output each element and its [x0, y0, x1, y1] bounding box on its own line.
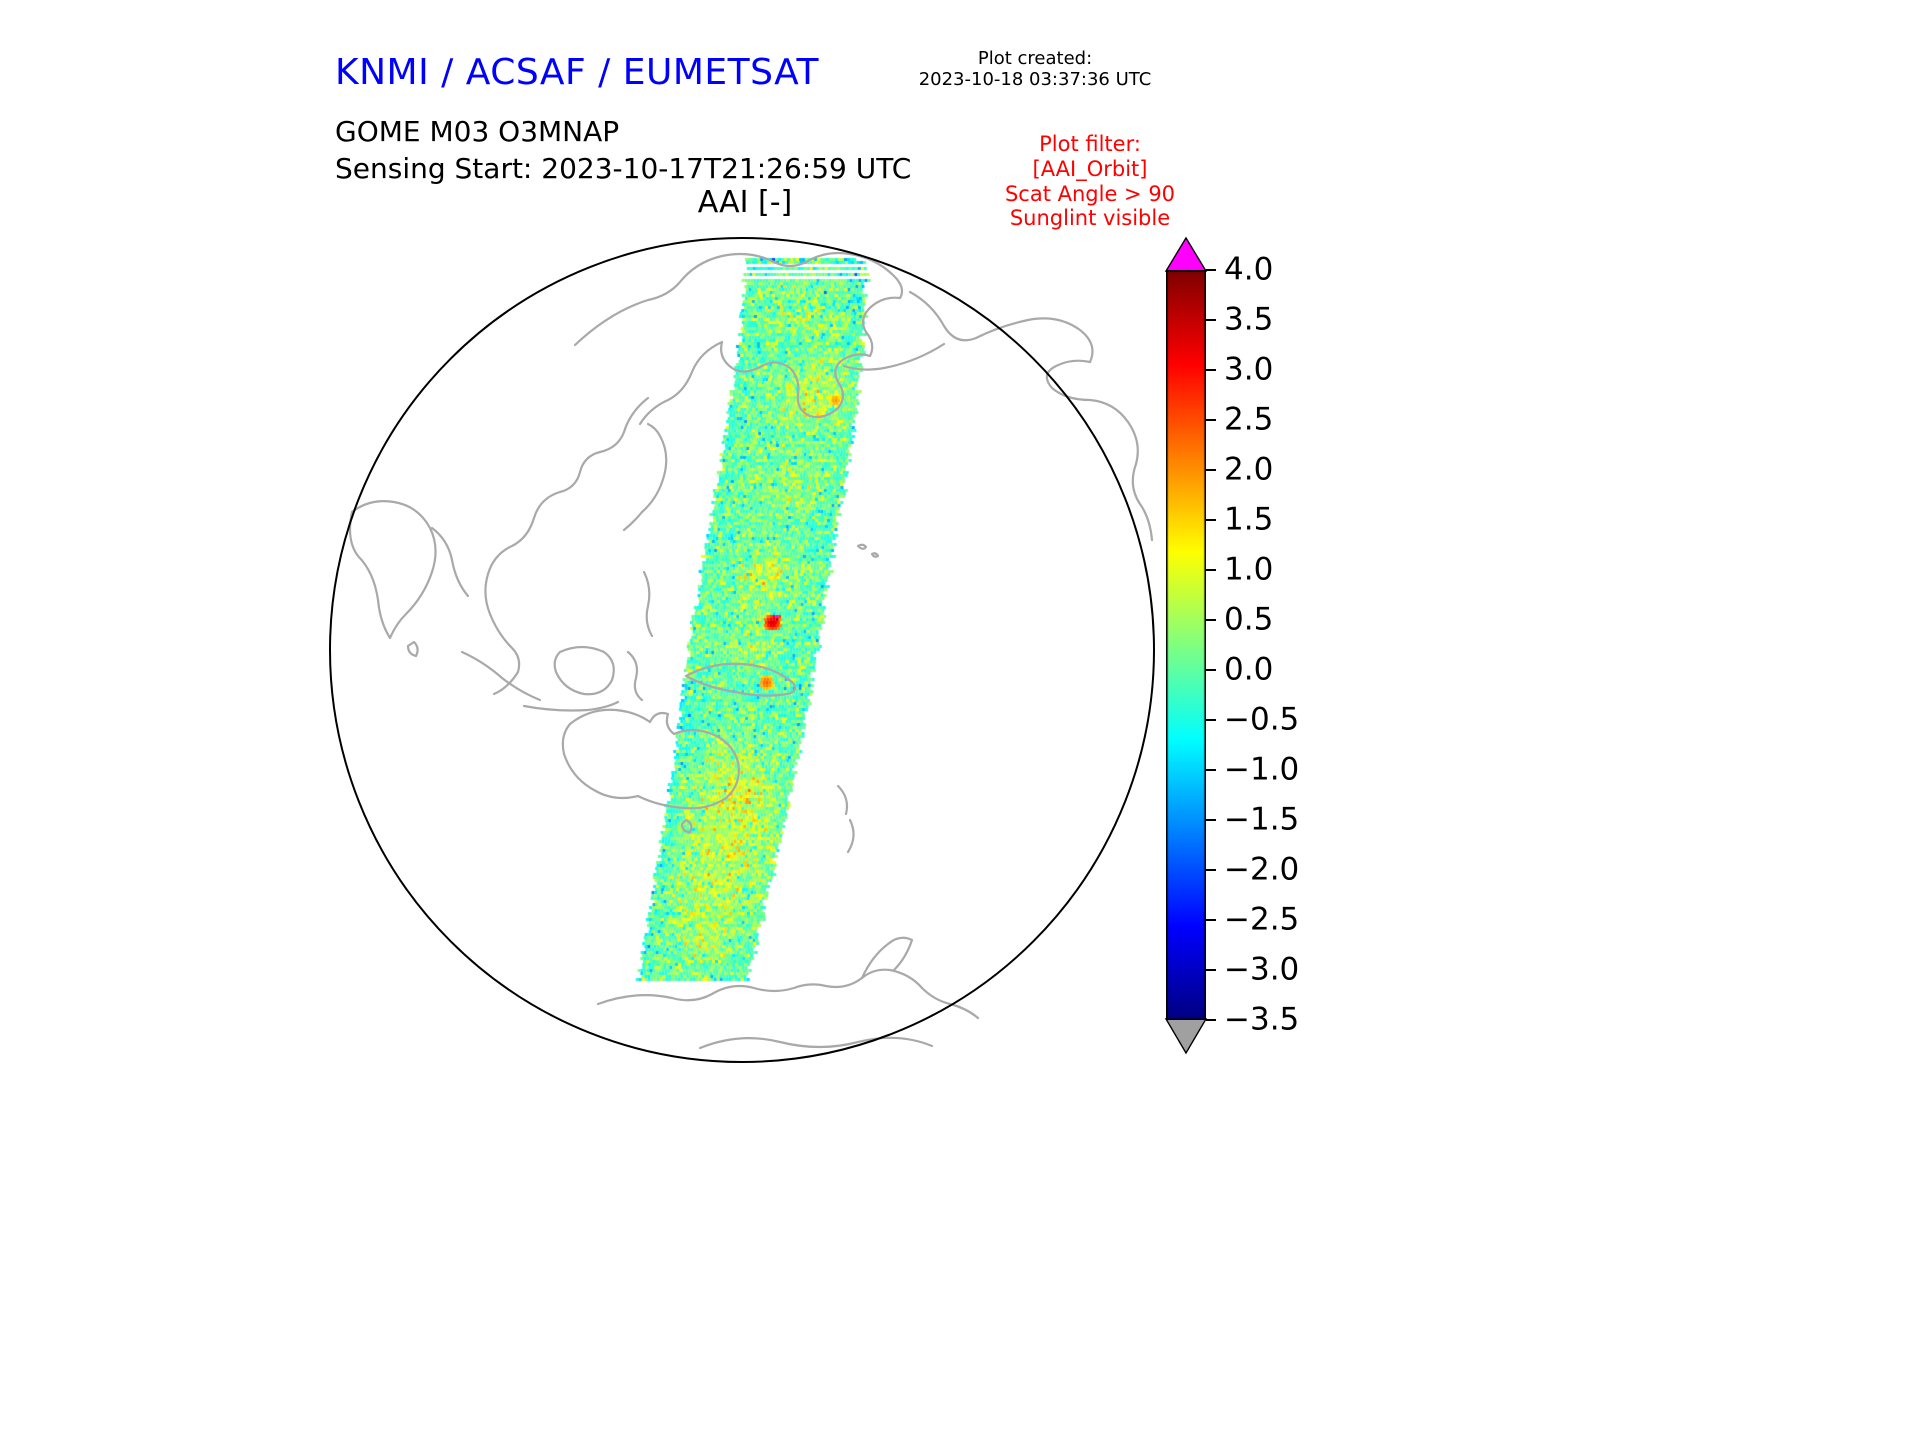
colorbar-tick-label: 1.5 — [1224, 501, 1274, 538]
colorbar-tick-label: 2.0 — [1224, 451, 1274, 488]
colorbar-tick-mark — [1206, 318, 1216, 322]
colorbar-tick-mark — [1206, 768, 1216, 772]
coastline — [684, 662, 797, 697]
colorbar-tick-label: −2.5 — [1224, 901, 1300, 938]
colorbar-tick-mark — [1206, 668, 1216, 672]
colorbar-tick-label: 3.0 — [1224, 351, 1274, 388]
plot-filter-line: Plot filter: — [1039, 132, 1141, 156]
sensing-start: Sensing Start: 2023-10-17T21:26:59 UTC — [335, 152, 912, 185]
colorbar-tick-mark — [1206, 618, 1216, 622]
colorbar-tick-label: −1.5 — [1224, 801, 1300, 838]
coastline — [856, 543, 880, 558]
coastline — [622, 422, 668, 532]
coastline — [836, 784, 855, 854]
colorbar-tick-mark — [1206, 268, 1216, 272]
plot-filter-block: Plot filter: [AAI_Orbit] Scat Angle > 90… — [985, 132, 1195, 231]
plot-created-label: Plot created: — [977, 48, 1093, 69]
colorbar-tick-label: −3.0 — [1224, 951, 1300, 988]
coastline — [842, 342, 946, 371]
plot-filter-line: Scat Angle > 90 — [1004, 181, 1176, 206]
colorbar-tick-label: 0.5 — [1224, 601, 1274, 638]
coastline — [638, 340, 840, 426]
coastline — [680, 818, 693, 834]
colorbar-tick-mark — [1206, 468, 1216, 472]
coastline — [698, 936, 934, 1050]
plot-title: AAI [-] — [697, 185, 793, 220]
colorbar-tick-label: −3.5 — [1224, 1001, 1300, 1038]
colorbar-tick-mark — [1206, 518, 1216, 522]
coastline — [484, 396, 650, 696]
coastline — [908, 290, 1154, 542]
coastline — [460, 650, 620, 712]
colorbar-tick-mark — [1206, 568, 1216, 572]
plot-filter-line: [AAI_Orbit] — [1032, 156, 1148, 181]
colorbar-tick-label: 0.0 — [1224, 651, 1274, 688]
coastline — [561, 708, 740, 810]
coastline — [430, 526, 470, 598]
colorbar-tick-mark — [1206, 718, 1216, 722]
colorbar-tick-mark — [1206, 868, 1216, 872]
coastline — [626, 650, 644, 702]
colorbar-tick-label: 3.5 — [1224, 301, 1274, 338]
colorbar-tick-label: 4.0 — [1224, 251, 1274, 288]
colorbar — [1166, 270, 1206, 1020]
plot-filter-line: Sunglint visible — [1009, 206, 1171, 231]
coastline — [553, 645, 615, 696]
colorbar-tick-mark — [1206, 418, 1216, 422]
coastline — [573, 251, 904, 410]
coastline — [596, 968, 980, 1020]
colorbar-tick-mark — [1206, 918, 1216, 922]
colorbar-tick-label: −2.0 — [1224, 851, 1300, 888]
agency-title: KNMI / ACSAF / EUMETSAT — [335, 52, 819, 93]
colorbar-tick-mark — [1206, 1018, 1216, 1022]
plot-created-block: Plot created: 2023-10-18 03:37:36 UTC — [905, 48, 1165, 90]
colorbar-tick-mark — [1206, 968, 1216, 972]
coastline — [348, 500, 437, 640]
colorbar-tick-label: 1.0 — [1224, 551, 1274, 588]
coastlines — [348, 251, 1154, 1050]
colorbar-tick-mark — [1206, 818, 1216, 822]
globe-outline — [329, 237, 1155, 1063]
colorbar-tick-label: −0.5 — [1224, 701, 1300, 738]
colorbar-tick-label: 2.5 — [1224, 401, 1274, 438]
coastline — [406, 640, 419, 658]
coastline — [642, 570, 654, 638]
product-name: GOME M03 O3MNAP — [335, 115, 620, 148]
plot-created-value: 2023-10-18 03:37:36 UTC — [918, 69, 1152, 90]
colorbar-tick-mark — [1206, 368, 1216, 372]
colorbar-tick-label: −1.0 — [1224, 751, 1300, 788]
